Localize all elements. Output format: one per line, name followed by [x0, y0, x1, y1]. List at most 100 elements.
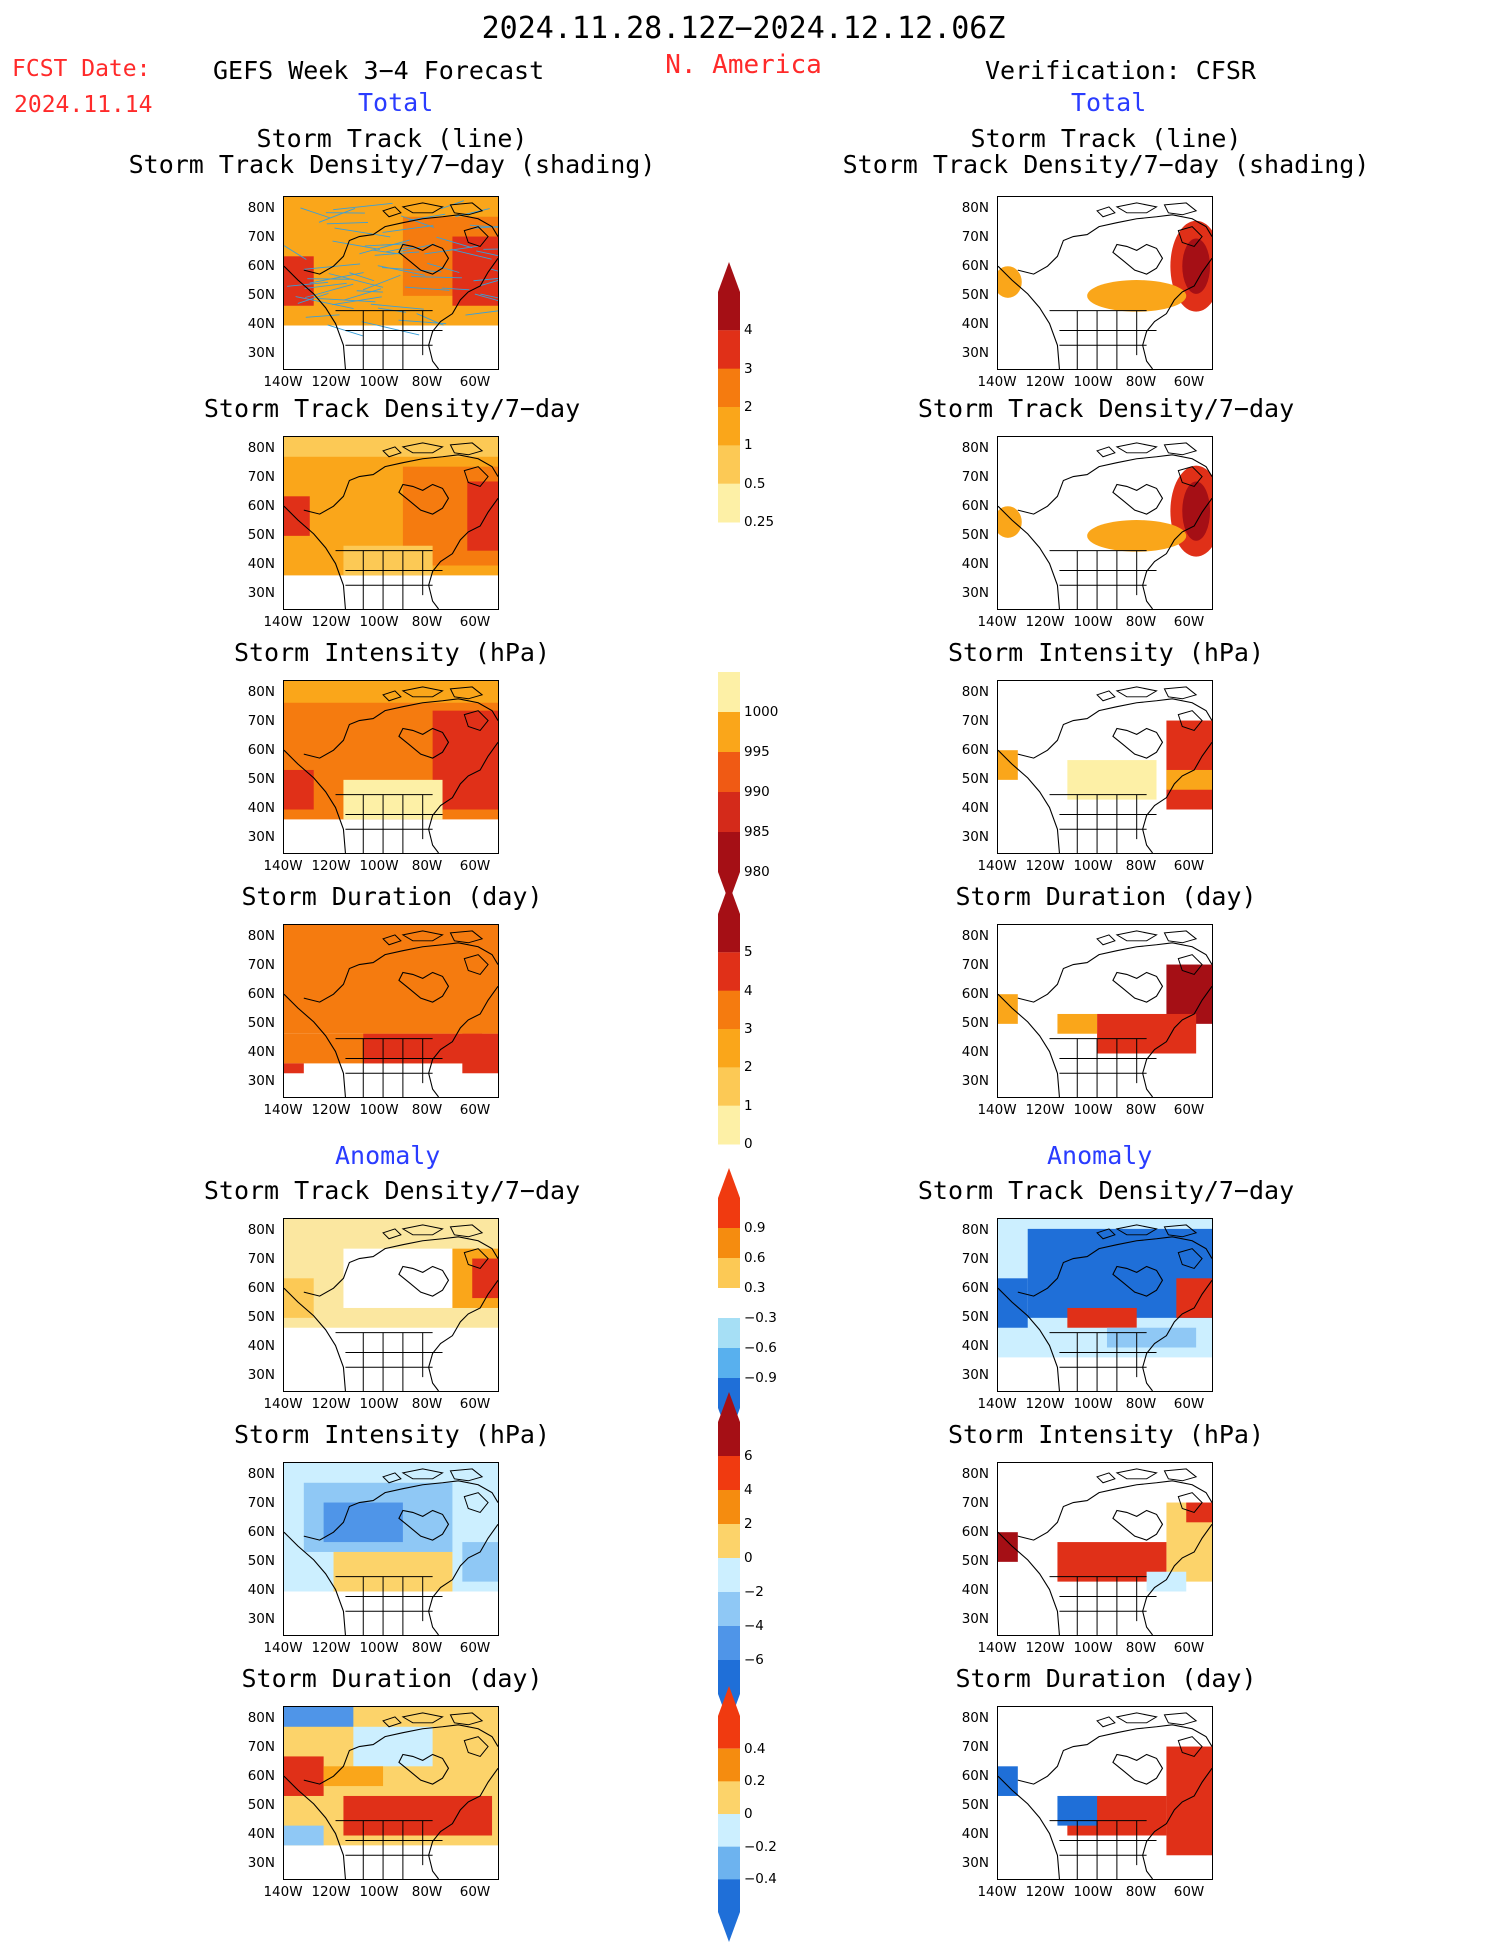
lon-tick-label: 120W — [1023, 614, 1067, 630]
colorbar-label: 985 — [744, 824, 770, 840]
lat-tick-label: 30N — [235, 345, 275, 361]
lat-tick-label: 60N — [235, 1280, 275, 1296]
map-plot — [997, 680, 1213, 854]
map-plot — [997, 924, 1213, 1098]
lat-tick-label: 40N — [949, 316, 989, 332]
lat-tick-label: 40N — [235, 316, 275, 332]
map-plot — [283, 436, 499, 610]
lat-tick-label: 50N — [235, 1309, 275, 1325]
lat-tick-label: 50N — [235, 527, 275, 543]
lon-tick-label: 80W — [1119, 374, 1163, 390]
map-plot — [997, 1218, 1213, 1392]
colorbar-segment — [718, 752, 740, 793]
colorbar-segment — [718, 484, 740, 523]
lon-tick-label: 140W — [261, 858, 305, 874]
lon-tick-label: 60W — [1167, 374, 1211, 390]
lon-tick-label: 60W — [453, 1640, 497, 1656]
lon-tick-label: 100W — [1071, 374, 1115, 390]
colorbar-segment — [718, 1348, 740, 1379]
colorbar-label: 1 — [744, 1098, 753, 1114]
lat-tick-label: 50N — [235, 1015, 275, 1031]
lat-tick-label: 50N — [235, 771, 275, 787]
lat-tick-label: 60N — [235, 986, 275, 1002]
colorbar-duration-anomaly: 0.40.20−0.2−0.4 — [716, 1686, 796, 1942]
lat-tick-label: 80N — [949, 1222, 989, 1238]
colorbar-label: 0 — [744, 1136, 753, 1152]
lon-tick-label: 140W — [975, 1640, 1019, 1656]
lon-tick-label: 120W — [1023, 1640, 1067, 1656]
lon-tick-label: 60W — [1167, 1884, 1211, 1900]
panel-title: Storm Intensity (hPa) — [92, 640, 692, 665]
colorbar-label: −0.4 — [744, 1871, 777, 1887]
colorbar-segment — [718, 672, 740, 713]
colorbar-segment — [718, 792, 740, 833]
colorbar-segment — [718, 1392, 740, 1456]
colorbar-segment — [718, 991, 740, 1030]
colorbar-label: 980 — [744, 864, 770, 880]
lon-tick-label: 60W — [1167, 1640, 1211, 1656]
lon-tick-label: 100W — [357, 1102, 401, 1118]
lon-tick-label: 140W — [261, 1884, 305, 1900]
lon-tick-label: 80W — [1119, 1396, 1163, 1412]
lat-tick-label: 30N — [949, 345, 989, 361]
date-range-title: 2024.11.28.12Z−2024.12.12.06Z — [0, 14, 1487, 44]
map-plot — [997, 196, 1213, 370]
panel-title: Storm Duration (day) — [806, 1666, 1406, 1691]
lat-tick-label: 30N — [949, 1611, 989, 1627]
colorbar-segment — [718, 1626, 740, 1661]
map-field — [284, 1219, 498, 1391]
map-field — [284, 1707, 498, 1879]
lon-tick-label: 120W — [309, 1884, 353, 1900]
lat-tick-label: 40N — [949, 1044, 989, 1060]
lat-tick-label: 80N — [235, 1466, 275, 1482]
lat-tick-label: 30N — [235, 829, 275, 845]
colorbar-label: 2 — [744, 399, 753, 415]
colorbar-segment — [718, 1106, 740, 1145]
colorbar-label: 2 — [744, 1516, 753, 1532]
colorbar-segment — [718, 262, 740, 330]
lon-tick-label: 80W — [405, 858, 449, 874]
panel-title: Storm Track Density/7−day (shading) — [92, 152, 692, 177]
map-plot — [283, 1462, 499, 1636]
lat-tick-label: 30N — [949, 585, 989, 601]
colorbar-label: 0.5 — [744, 476, 765, 492]
lat-tick-label: 60N — [949, 1524, 989, 1540]
colorbar-label: 0.2 — [744, 1773, 765, 1789]
lat-tick-label: 60N — [235, 742, 275, 758]
colorbar-label: −0.2 — [744, 1839, 777, 1855]
lat-tick-label: 40N — [235, 800, 275, 816]
lat-tick-label: 50N — [949, 771, 989, 787]
map-field — [284, 925, 498, 1097]
lat-tick-label: 80N — [235, 1222, 275, 1238]
lon-tick-label: 140W — [975, 858, 1019, 874]
lat-tick-label: 50N — [235, 287, 275, 303]
lon-tick-label: 60W — [1167, 1102, 1211, 1118]
lon-tick-label: 80W — [1119, 1884, 1163, 1900]
lon-tick-label: 100W — [1071, 858, 1115, 874]
lon-tick-label: 80W — [405, 1884, 449, 1900]
lat-tick-label: 60N — [949, 498, 989, 514]
lon-tick-label: 140W — [975, 1102, 1019, 1118]
lat-tick-label: 30N — [949, 829, 989, 845]
lat-tick-label: 30N — [949, 1367, 989, 1383]
colorbar-segment — [718, 712, 740, 753]
lon-tick-label: 140W — [261, 374, 305, 390]
lon-tick-label: 120W — [1023, 1102, 1067, 1118]
panel-title: Storm Duration (day) — [92, 1666, 692, 1691]
lon-tick-label: 140W — [261, 1396, 305, 1412]
lat-tick-label: 70N — [235, 1251, 275, 1267]
panel-title: Storm Track Density/7−day — [92, 1178, 692, 1203]
lat-tick-label: 80N — [235, 200, 275, 216]
lat-tick-label: 60N — [949, 1768, 989, 1784]
lat-tick-label: 70N — [949, 713, 989, 729]
map-field — [284, 197, 498, 369]
lat-tick-label: 40N — [949, 800, 989, 816]
lat-tick-label: 80N — [235, 1710, 275, 1726]
colorbar-label: 3 — [744, 361, 753, 377]
panel-title: Storm Duration (day) — [806, 884, 1406, 909]
lat-tick-label: 40N — [949, 1582, 989, 1598]
lon-tick-label: 100W — [1071, 1396, 1115, 1412]
colorbar-label: 3 — [744, 1021, 753, 1037]
lon-tick-label: 100W — [357, 1884, 401, 1900]
lat-tick-label: 40N — [949, 1826, 989, 1842]
